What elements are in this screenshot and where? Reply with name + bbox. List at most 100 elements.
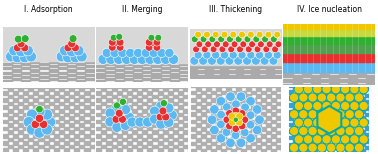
- Circle shape: [216, 97, 226, 106]
- Circle shape: [345, 92, 355, 103]
- Circle shape: [71, 44, 79, 52]
- Circle shape: [157, 48, 166, 57]
- Bar: [43, 84, 49, 87]
- Bar: [246, 116, 251, 120]
- Bar: [173, 123, 178, 127]
- Bar: [95, 113, 100, 116]
- Bar: [23, 148, 28, 152]
- Bar: [190, 29, 282, 65]
- Bar: [349, 146, 353, 149]
- Bar: [168, 98, 173, 102]
- Bar: [183, 116, 188, 120]
- Bar: [3, 63, 12, 65]
- Bar: [241, 112, 246, 116]
- Bar: [349, 87, 353, 90]
- Bar: [170, 65, 179, 67]
- Bar: [341, 100, 345, 103]
- Bar: [127, 120, 132, 123]
- Circle shape: [116, 44, 124, 51]
- Bar: [325, 120, 329, 123]
- Circle shape: [254, 46, 261, 53]
- Bar: [64, 98, 69, 102]
- Bar: [320, 71, 329, 72]
- Bar: [191, 98, 196, 101]
- Bar: [122, 116, 127, 120]
- Bar: [348, 80, 357, 81]
- Bar: [357, 146, 361, 149]
- Bar: [339, 71, 348, 72]
- Bar: [206, 87, 211, 91]
- Circle shape: [274, 31, 280, 38]
- Circle shape: [331, 101, 341, 111]
- Circle shape: [156, 113, 164, 121]
- Bar: [313, 90, 318, 94]
- Circle shape: [290, 127, 298, 135]
- Bar: [168, 141, 173, 145]
- Circle shape: [294, 101, 304, 111]
- Bar: [236, 116, 241, 120]
- Bar: [124, 71, 133, 73]
- Bar: [163, 87, 168, 91]
- Circle shape: [304, 118, 312, 127]
- Bar: [3, 91, 8, 95]
- Bar: [276, 116, 281, 120]
- Bar: [161, 78, 170, 80]
- Bar: [101, 116, 107, 120]
- Circle shape: [203, 51, 211, 59]
- Circle shape: [327, 93, 335, 102]
- Bar: [168, 91, 173, 95]
- Bar: [142, 145, 147, 148]
- Bar: [353, 97, 357, 100]
- Bar: [161, 75, 170, 76]
- Bar: [365, 87, 369, 90]
- Bar: [206, 138, 211, 142]
- Bar: [191, 134, 196, 138]
- Bar: [329, 84, 333, 87]
- Bar: [228, 75, 236, 76]
- Bar: [369, 84, 373, 87]
- Bar: [305, 97, 309, 100]
- Circle shape: [336, 127, 345, 135]
- Bar: [261, 91, 266, 94]
- Circle shape: [121, 104, 130, 115]
- Circle shape: [322, 85, 331, 93]
- Circle shape: [289, 126, 299, 136]
- Circle shape: [145, 54, 155, 64]
- Circle shape: [64, 44, 72, 52]
- Bar: [284, 73, 293, 75]
- Circle shape: [210, 125, 219, 135]
- Bar: [236, 138, 241, 142]
- Circle shape: [124, 112, 135, 122]
- Bar: [152, 102, 158, 105]
- Bar: [341, 87, 345, 90]
- Circle shape: [212, 51, 220, 59]
- Bar: [196, 131, 201, 134]
- Bar: [112, 87, 117, 91]
- Circle shape: [160, 100, 167, 107]
- Bar: [127, 105, 132, 109]
- Circle shape: [195, 31, 201, 38]
- Bar: [289, 130, 293, 133]
- Circle shape: [304, 102, 312, 110]
- Bar: [28, 87, 33, 91]
- Circle shape: [121, 120, 130, 130]
- Circle shape: [14, 35, 22, 43]
- Circle shape: [299, 93, 307, 102]
- Bar: [95, 59, 104, 61]
- Bar: [313, 123, 318, 126]
- Circle shape: [303, 101, 313, 111]
- Bar: [349, 139, 353, 143]
- Bar: [361, 90, 365, 94]
- Bar: [137, 98, 142, 102]
- Circle shape: [341, 102, 349, 110]
- Circle shape: [73, 45, 84, 56]
- Bar: [170, 62, 179, 63]
- Bar: [236, 73, 243, 75]
- Bar: [361, 143, 365, 146]
- Bar: [305, 130, 309, 133]
- Bar: [152, 95, 158, 98]
- Bar: [49, 145, 54, 148]
- Bar: [266, 138, 271, 142]
- Bar: [341, 133, 345, 136]
- Bar: [369, 90, 373, 94]
